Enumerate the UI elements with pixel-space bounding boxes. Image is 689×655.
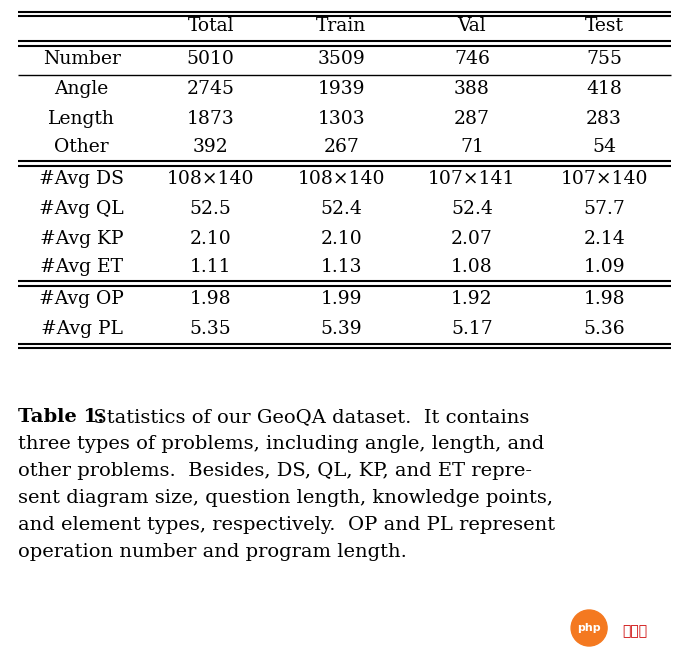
Text: #Avg KP: #Avg KP [40, 229, 123, 248]
Text: Table 1:: Table 1: [18, 408, 104, 426]
Text: 755: 755 [586, 50, 622, 67]
Text: php: php [577, 623, 601, 633]
Text: three types of problems, including angle, length, and: three types of problems, including angle… [18, 435, 544, 453]
Text: 5.36: 5.36 [584, 320, 625, 339]
Text: #Avg QL: #Avg QL [39, 200, 124, 219]
Text: 108×140: 108×140 [298, 170, 385, 187]
Text: #Avg PL: #Avg PL [41, 320, 123, 339]
Text: Train: Train [316, 17, 367, 35]
Text: 1873: 1873 [187, 109, 234, 128]
Circle shape [571, 610, 607, 646]
Text: 418: 418 [586, 81, 622, 98]
Text: 746: 746 [454, 50, 490, 67]
Text: Test: Test [584, 17, 624, 35]
Text: #Avg ET: #Avg ET [40, 259, 123, 276]
Text: 283: 283 [586, 109, 622, 128]
Text: 1.99: 1.99 [320, 290, 362, 307]
Text: 392: 392 [193, 138, 229, 157]
Text: 54: 54 [592, 138, 616, 157]
Text: 52.4: 52.4 [451, 200, 493, 219]
Text: 52.4: 52.4 [320, 200, 362, 219]
Text: 1.98: 1.98 [584, 290, 625, 307]
Text: Total: Total [187, 17, 234, 35]
Text: Length: Length [48, 109, 115, 128]
Text: 57.7: 57.7 [583, 200, 625, 219]
Text: 3509: 3509 [318, 50, 365, 67]
Text: 267: 267 [323, 138, 359, 157]
Text: 1939: 1939 [318, 81, 365, 98]
Text: 1.09: 1.09 [584, 259, 625, 276]
Text: #Avg OP: #Avg OP [39, 290, 124, 307]
Text: 52.5: 52.5 [189, 200, 232, 219]
Text: Other: Other [54, 138, 109, 157]
Text: 5.39: 5.39 [320, 320, 362, 339]
Text: 2.10: 2.10 [320, 229, 362, 248]
Text: 2745: 2745 [187, 81, 235, 98]
Text: 2.07: 2.07 [451, 229, 493, 248]
Text: 107×141: 107×141 [428, 170, 515, 187]
Text: Val: Val [457, 17, 486, 35]
Text: 1.11: 1.11 [190, 259, 232, 276]
Text: operation number and program length.: operation number and program length. [18, 543, 407, 561]
Text: sent diagram size, question length, knowledge points,: sent diagram size, question length, know… [18, 489, 553, 507]
Text: 71: 71 [460, 138, 484, 157]
Text: 1.98: 1.98 [190, 290, 232, 307]
Text: 1.13: 1.13 [320, 259, 362, 276]
Text: Number: Number [43, 50, 121, 67]
Text: 287: 287 [454, 109, 490, 128]
Text: 5010: 5010 [187, 50, 234, 67]
Text: other problems.  Besides, DS, QL, KP, and ET repre-: other problems. Besides, DS, QL, KP, and… [18, 462, 532, 480]
Text: 5.35: 5.35 [189, 320, 232, 339]
Text: 1303: 1303 [318, 109, 365, 128]
Text: 388: 388 [454, 81, 490, 98]
Text: 107×140: 107×140 [560, 170, 648, 187]
Text: 中文网: 中文网 [623, 624, 648, 638]
Text: and element types, respectively.  OP and PL represent: and element types, respectively. OP and … [18, 516, 555, 534]
Text: 5.17: 5.17 [451, 320, 493, 339]
Text: 108×140: 108×140 [167, 170, 254, 187]
Text: Angle: Angle [54, 81, 109, 98]
Text: 1.08: 1.08 [451, 259, 493, 276]
Text: 1.92: 1.92 [451, 290, 493, 307]
Text: Statistics of our GeoQA dataset.  It contains: Statistics of our GeoQA dataset. It cont… [81, 408, 529, 426]
Text: 2.14: 2.14 [583, 229, 625, 248]
Text: 2.10: 2.10 [189, 229, 232, 248]
Text: #Avg DS: #Avg DS [39, 170, 124, 187]
